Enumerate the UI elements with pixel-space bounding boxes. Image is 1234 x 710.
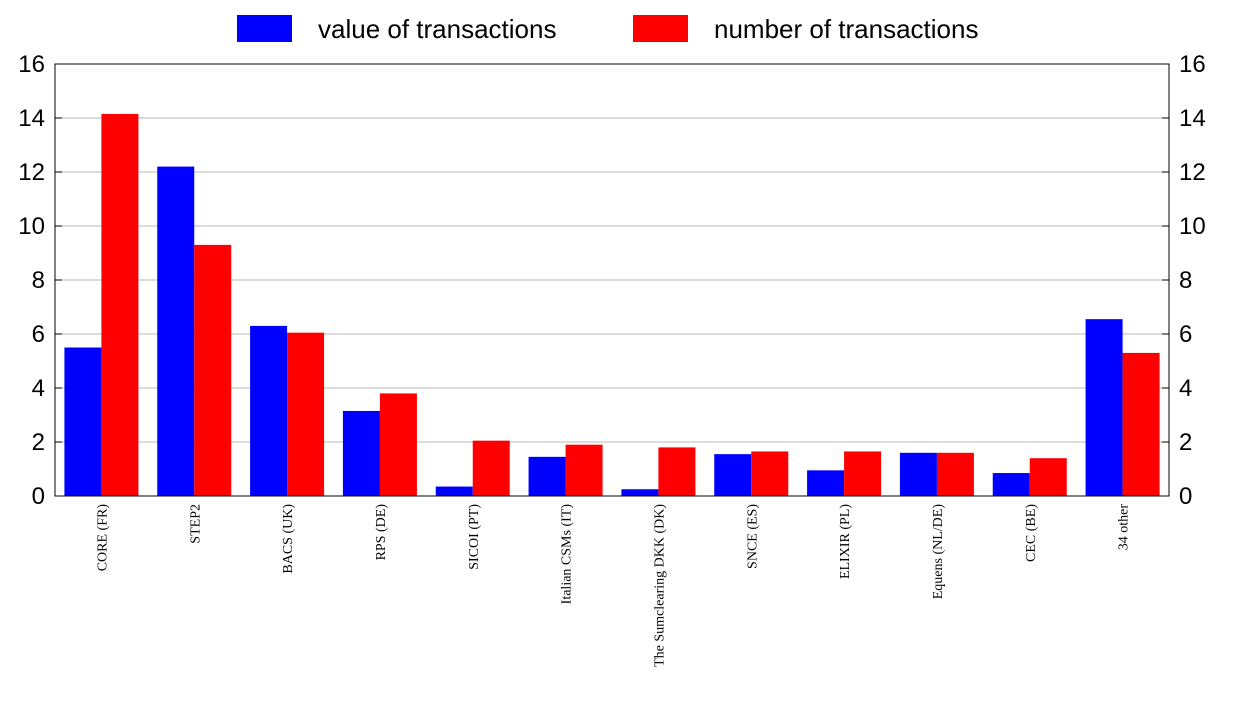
bar-value: [435, 486, 473, 496]
bar-number: [287, 332, 325, 496]
bar-number: [194, 244, 232, 496]
bar-number: [844, 451, 882, 496]
y-tick-label-left: 6: [32, 321, 45, 348]
bars: [64, 113, 1160, 496]
y-tick-label-right: 2: [1179, 429, 1192, 456]
x-category-label: Equens (NL/DE): [931, 504, 946, 600]
bar-number: [1029, 458, 1067, 496]
x-category-label: 34 other: [1117, 504, 1132, 551]
bar-number: [1122, 352, 1160, 496]
x-category-label: RPS (DE): [374, 504, 389, 561]
x-category-label: Italian CSMs (IT): [560, 504, 575, 605]
bar-number: [751, 451, 789, 496]
bar-number: [379, 393, 417, 496]
y-tick-label-right: 12: [1179, 159, 1206, 186]
y-tick-label-right: 10: [1179, 213, 1206, 240]
bar-value: [342, 410, 380, 496]
y-tick-label-left: 10: [18, 213, 45, 240]
bar-value: [992, 473, 1030, 496]
bar-value: [1085, 319, 1123, 496]
x-axis-labels: CORE (FR) STEP2 BACS (UK) RPS (DE) SICOI (PT…: [95, 504, 1131, 667]
y-tick-label-left: 12: [18, 159, 45, 186]
bar-number: [936, 452, 974, 496]
x-category-label: BACS (UK): [281, 504, 296, 574]
y-axis-right: 0 2 4 6 8 10 12 14 16: [1179, 51, 1206, 510]
y-tick-label-left: 14: [18, 105, 45, 132]
x-category-label: SICOI (PT): [467, 504, 482, 570]
y-axis-left: 0 2 4 6 8 10 12 14 16: [18, 51, 45, 510]
bar-value: [64, 347, 102, 496]
y-tick-label-left: 2: [32, 429, 45, 456]
axes: [54, 63, 1170, 497]
y-tick-label-left: 8: [32, 267, 45, 294]
bar-number: [472, 440, 510, 496]
x-category-label: CORE (FR): [95, 504, 110, 572]
bar-value: [250, 325, 288, 496]
bar-value: [157, 166, 195, 496]
y-tick-label-right: 4: [1179, 375, 1192, 402]
gridlines: [55, 117, 1169, 443]
bar-number: [658, 447, 696, 496]
y-tick-label-right: 8: [1179, 267, 1192, 294]
y-tick-label-right: 14: [1179, 105, 1206, 132]
y-tick-label-left: 0: [32, 483, 45, 510]
legend: value of transactions number of transacti…: [237, 14, 978, 44]
bar-number: [565, 444, 603, 496]
y-tick-label-left: 4: [32, 375, 45, 402]
x-category-label: The Sumclearing DKK (DK): [652, 504, 667, 667]
bar-value: [714, 454, 752, 496]
legend-swatch: [633, 15, 688, 42]
x-category-label: STEP2: [188, 504, 203, 544]
plot-frame: [54, 63, 1170, 497]
bar-value: [528, 456, 566, 496]
bar-number: [101, 113, 139, 496]
x-category-label: CEC (BE): [1024, 504, 1039, 562]
bar-value: [621, 489, 659, 496]
y-tick-label-right: 16: [1179, 51, 1206, 78]
bar-value: [899, 452, 937, 496]
y-tick-label-right: 6: [1179, 321, 1192, 348]
y-tick-label-right: 0: [1179, 483, 1192, 510]
x-category-label: SNCE (ES): [745, 504, 760, 569]
y-tick-label-left: 16: [18, 51, 45, 78]
legend-label: value of transactions: [318, 14, 556, 44]
x-category-label: ELIXIR (PL): [838, 504, 853, 579]
legend-label: number of transactions: [714, 14, 978, 44]
legend-swatch: [237, 15, 292, 42]
bar-value: [807, 470, 845, 496]
